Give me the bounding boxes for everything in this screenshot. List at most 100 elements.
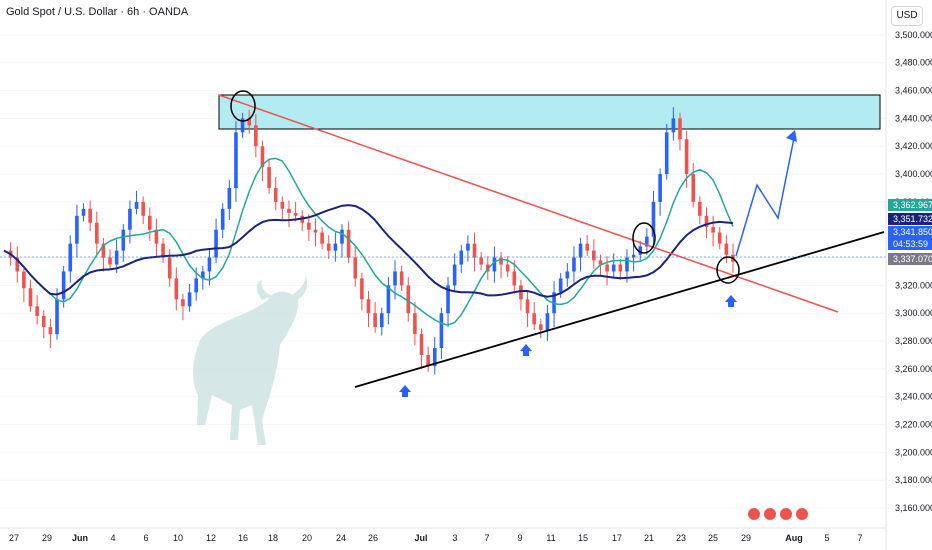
candle-body xyxy=(572,257,576,272)
x-tick-label: 26 xyxy=(368,533,378,543)
candle-body xyxy=(684,139,689,175)
x-tick-label: 15 xyxy=(578,533,588,543)
candle-body xyxy=(313,229,318,233)
candle-body xyxy=(512,271,517,286)
highlight-circle xyxy=(716,256,740,284)
candle-body xyxy=(326,243,331,251)
x-tick-label: 10 xyxy=(173,533,183,543)
resistance-zone xyxy=(218,94,881,130)
currency-button[interactable]: USD xyxy=(891,6,923,26)
x-tick-label: 4 xyxy=(110,533,115,543)
candle-body xyxy=(247,118,252,126)
candle-body xyxy=(413,313,417,335)
x-tick-label: 25 xyxy=(708,533,718,543)
candle-body xyxy=(22,271,26,289)
candle-body xyxy=(340,229,344,244)
x-tick-label: 21 xyxy=(644,533,654,543)
candle-body xyxy=(406,285,411,314)
candle-body xyxy=(307,222,311,230)
candle-body xyxy=(625,257,629,272)
candle-body xyxy=(432,348,437,367)
y-tick-label: 3,220.000 xyxy=(895,420,932,430)
candle-body xyxy=(81,208,86,216)
candle-body xyxy=(207,257,212,272)
candle-body xyxy=(260,146,265,168)
candle-body xyxy=(94,222,99,244)
y-tick-label: 3,440.000 xyxy=(895,113,932,123)
candle-body xyxy=(532,313,536,325)
candle-body xyxy=(273,187,278,202)
candle-body xyxy=(161,243,165,258)
candle-body xyxy=(15,257,20,272)
candle-body xyxy=(360,278,364,300)
price-tag xyxy=(888,226,932,238)
y-tick-label: 3,280.000 xyxy=(895,336,932,346)
candle-body xyxy=(519,285,523,300)
candle-body xyxy=(88,208,92,223)
x-tick-label: 16 xyxy=(238,533,248,543)
candle-body xyxy=(220,208,225,230)
up-arrow-icon xyxy=(725,295,737,307)
candle-body xyxy=(439,313,444,349)
candle-body xyxy=(558,278,563,293)
candle-body xyxy=(638,246,643,255)
x-tick-label: 29 xyxy=(741,533,751,543)
y-tick-label: 3,400.000 xyxy=(895,169,932,179)
candles xyxy=(8,107,735,375)
bull-image xyxy=(193,275,308,445)
price-tag xyxy=(888,199,932,211)
candle-body xyxy=(366,299,371,314)
candle-body xyxy=(379,313,384,328)
candle-body xyxy=(585,243,589,251)
y-tick-label: 3,180.000 xyxy=(895,475,932,485)
candle-body xyxy=(459,250,464,265)
x-tick-label: 17 xyxy=(612,533,622,543)
candle-body xyxy=(605,264,609,272)
x-tick-label: 23 xyxy=(676,533,686,543)
up-arrow-icon xyxy=(520,344,532,356)
candle-body xyxy=(426,354,430,367)
y-tick-label: 3,460.000 xyxy=(895,86,932,96)
y-tick-label: 3,300.000 xyxy=(895,308,932,318)
candle-body xyxy=(320,232,324,244)
candle-body xyxy=(671,118,676,133)
candle-body xyxy=(611,264,616,272)
candle-body xyxy=(41,316,46,328)
candle-body xyxy=(724,243,729,255)
price-tag-label: 3,351.732 xyxy=(893,214,932,224)
sma-fast-line xyxy=(3,157,734,326)
candle-body xyxy=(267,167,271,188)
candle-body xyxy=(492,257,497,272)
candle-body xyxy=(651,201,656,237)
candle-body xyxy=(618,264,623,272)
candle-body xyxy=(466,243,470,251)
candle-body xyxy=(691,174,696,202)
price-tag-label: 3,341.850 xyxy=(893,227,932,237)
x-tick-label: 11 xyxy=(546,533,555,543)
y-tick-label: 3,260.000 xyxy=(895,364,932,374)
chart-title: Gold Spot / U.S. Dollar · 6h · OANDA xyxy=(6,6,189,18)
candle-body xyxy=(505,264,510,272)
candle-body xyxy=(399,271,404,286)
candle-body xyxy=(61,271,66,300)
y-tick-label: 3,160.000 xyxy=(895,503,932,513)
price-tag-label: 3,362.967 xyxy=(893,200,932,210)
y-tick-label: 3,320.000 xyxy=(895,280,932,290)
candle-body xyxy=(48,327,53,335)
x-tick-label: 9 xyxy=(517,533,522,543)
candle-body xyxy=(452,264,457,286)
candle-body xyxy=(141,201,145,216)
highlight-circle xyxy=(632,222,656,254)
x-tick-label: 5 xyxy=(824,533,829,543)
x-tick-label: 18 xyxy=(268,533,278,543)
x-tick-label: 27 xyxy=(9,533,19,543)
candle-body xyxy=(525,299,530,314)
candle-body xyxy=(664,132,669,175)
x-tick-label: 3 xyxy=(452,533,457,543)
candle-body xyxy=(578,243,583,258)
candle-body xyxy=(234,132,238,188)
candle-body xyxy=(353,257,358,279)
y-tick-label: 3,200.000 xyxy=(895,447,932,457)
candle-body xyxy=(565,271,570,279)
